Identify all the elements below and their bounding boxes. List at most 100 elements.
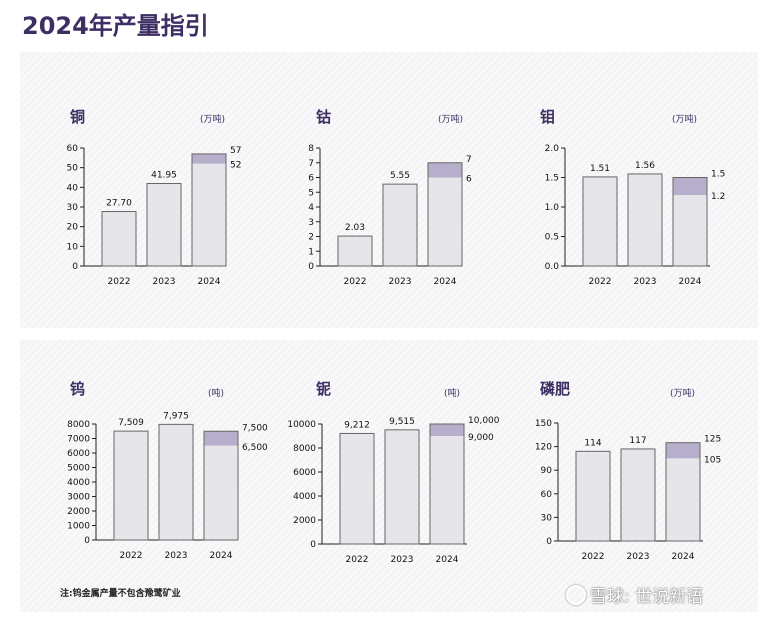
y-tick-label: 0: [546, 537, 552, 547]
y-tick-label: 0: [308, 262, 314, 272]
bar-2024: [428, 177, 462, 266]
x-tick-label-2024: 2024: [436, 555, 459, 565]
range-low-label: 6: [466, 175, 472, 185]
bar-outline-2024: [429, 423, 465, 545]
y-tick-label: 0: [84, 536, 90, 546]
chart-title-copper: 铜: [70, 108, 86, 126]
y-tick-label: 10: [67, 242, 79, 252]
bar-outline-2024: [427, 162, 463, 267]
watermark-text: 雪球: 世说新语: [590, 587, 704, 607]
y-tick-label: 120: [535, 443, 552, 453]
data-label-2023: 117: [629, 436, 646, 446]
y-tick-label: 4000: [293, 492, 316, 502]
bar-outline-2023: [620, 448, 656, 542]
bar-outline-2022: [339, 432, 375, 545]
bar-outline-2022: [582, 176, 618, 267]
y-tick-label: 6: [308, 174, 314, 184]
bar-range-2024: [192, 153, 226, 164]
range-low-label: 105: [704, 455, 721, 465]
bar-range-2024: [428, 162, 462, 178]
chart-molybdenum: 0.0 0.5 1.0 1.5 2.0 2022 1.51 2023 1.56 2024 1.5 1.…: [545, 144, 726, 287]
y-tick-label: 30: [67, 203, 79, 213]
bar-outline-2023: [627, 173, 663, 267]
y-tick-label: 2000: [67, 507, 90, 517]
x-tick-label-2022: 2022: [582, 552, 605, 562]
range-low-label: 1.2: [711, 192, 725, 202]
footnote: 注:钨金属产量不包含豫鹭矿业: [60, 589, 181, 599]
y-tick-label: 60: [541, 490, 553, 500]
x-tick-label-2022: 2022: [120, 551, 143, 561]
data-label-2022: 2.03: [345, 223, 365, 233]
x-tick-label-2023: 2023: [391, 555, 414, 565]
chart-niobium: 0 2000 4000 6000 8000 10000 2022 9,212 2023 9,515…: [287, 416, 500, 565]
y-tick-label: 1.0: [545, 203, 560, 213]
y-tick-label: 4: [308, 203, 314, 213]
data-label-2022: 9,212: [344, 420, 370, 430]
x-tick-label-2022: 2022: [108, 277, 131, 287]
bar-outline-2022: [113, 430, 149, 541]
chart-title-tungsten: 钨: [70, 380, 86, 398]
x-tick-label-2023: 2023: [634, 277, 657, 287]
x-tick-label-2023: 2023: [627, 552, 650, 562]
bar-range-2024: [204, 431, 238, 446]
y-tick-label: 20: [67, 223, 79, 233]
bar-2023: [147, 183, 181, 266]
bar-2023: [628, 173, 662, 266]
y-tick-label: 10000: [287, 420, 316, 430]
y-tick-label: 2.0: [545, 144, 560, 154]
data-label-2022: 27.70: [106, 199, 132, 209]
bar-2023: [385, 429, 419, 544]
y-tick-label: 8000: [67, 420, 90, 430]
page-title: 2024年产量指引: [22, 12, 209, 40]
data-label-2023: 9,515: [389, 417, 415, 427]
y-tick-label: 7: [308, 159, 314, 169]
bar-outline-2023: [158, 423, 194, 541]
x-tick-label-2023: 2023: [165, 551, 188, 561]
chart-phosphate: 0 30 60 90 120 150 2022 114 2023 117 2024 125 105: [535, 419, 721, 562]
chart-tungsten: 0 1000 2000 3000 4000 5000 6000 7000 8000 2022 7,5…: [67, 411, 268, 561]
bar-outline-2024: [203, 430, 239, 541]
data-label-2023: 7,975: [163, 411, 189, 421]
y-tick-label: 1: [308, 247, 314, 257]
bar-2024: [430, 436, 464, 544]
y-tick-label: 3000: [67, 493, 90, 503]
y-tick-label: 50: [67, 164, 79, 174]
y-tick-label: 5000: [67, 464, 90, 474]
y-tick-label: 150: [535, 419, 552, 429]
y-tick-label: 2: [308, 233, 314, 243]
bar-2022: [583, 176, 617, 266]
x-tick-label-2024: 2024: [672, 552, 695, 562]
x-tick-label-2024: 2024: [434, 277, 457, 287]
y-tick-label: 5: [308, 188, 314, 198]
bar-outline-2023: [382, 183, 418, 267]
bar-outline-2022: [575, 450, 611, 542]
bar-outline-2022: [337, 235, 373, 267]
data-label-2023: 41.95: [151, 170, 177, 180]
range-low-label: 52: [230, 161, 241, 171]
bar-2022: [338, 236, 372, 266]
snowball-logo-icon: [566, 585, 586, 605]
y-tick-label: 3: [308, 218, 314, 228]
bar-2022: [576, 451, 610, 541]
range-low-label: 9,000: [468, 433, 494, 443]
bar-range-2024: [430, 424, 464, 436]
x-tick-label-2022: 2022: [344, 277, 367, 287]
range-high-label: 125: [704, 435, 721, 445]
y-tick-label: 6000: [293, 468, 316, 478]
bar-2022: [102, 211, 136, 266]
range-low-label: 6,500: [242, 443, 268, 453]
chart-title-molybdenum: 钼: [540, 108, 556, 126]
y-tick-label: 90: [541, 466, 553, 476]
y-tick-label: 4000: [67, 478, 90, 488]
chart-title-cobalt: 钴: [316, 108, 332, 126]
y-tick-label: 1000: [67, 522, 90, 532]
x-tick-label-2022: 2022: [589, 277, 612, 287]
bar-2022: [340, 433, 374, 544]
bar-2024: [204, 445, 238, 540]
range-high-label: 10,000: [468, 416, 500, 426]
bar-2023: [159, 424, 193, 540]
bar-outline-2024: [191, 153, 227, 267]
bar-range-2024: [673, 177, 707, 196]
y-tick-label: 7000: [67, 435, 90, 445]
range-high-label: 57: [230, 146, 241, 156]
